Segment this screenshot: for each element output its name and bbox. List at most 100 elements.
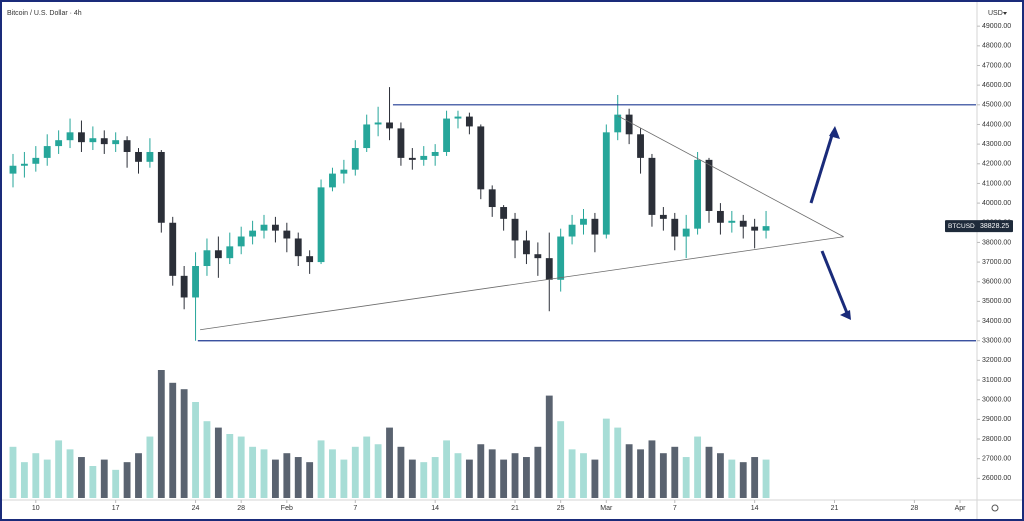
candle-body <box>66 132 74 141</box>
x-tick-label: 21 <box>511 505 519 512</box>
volume-bar <box>363 436 371 498</box>
candle-body <box>523 240 530 255</box>
candle-body <box>329 173 336 188</box>
x-tick-label: 28 <box>910 505 918 512</box>
candle-body <box>374 122 382 125</box>
candle-body <box>728 220 736 223</box>
trend-line <box>617 115 844 238</box>
candle-body <box>306 256 314 263</box>
volume-bar <box>523 457 530 498</box>
y-tick-label: 48000.00 <box>982 43 1011 50</box>
volume-bar <box>762 459 770 498</box>
volume-bar <box>488 449 496 498</box>
volume-bar <box>340 459 348 498</box>
candle-body <box>568 224 576 237</box>
volume-bar <box>705 446 713 498</box>
arrows <box>809 126 851 320</box>
candle-body <box>659 214 667 219</box>
trend-line <box>200 236 844 331</box>
x-tick-label: Apr <box>955 505 967 512</box>
volume-bar <box>694 436 702 498</box>
y-tick-label: 31000.00 <box>982 377 1011 384</box>
volume-bar <box>511 453 519 498</box>
candle-body <box>443 118 450 152</box>
volume-bar <box>226 434 234 498</box>
candle-body <box>500 207 508 219</box>
x-tick-label: 10 <box>32 505 40 512</box>
volume-bar <box>602 418 610 498</box>
volume-bar <box>557 421 565 498</box>
candle-body <box>78 132 85 143</box>
volume-bar <box>123 462 131 498</box>
candle-body <box>637 134 644 158</box>
candle-body <box>294 238 302 257</box>
volume-bar <box>214 427 222 498</box>
candle-body <box>32 157 40 164</box>
candle-body <box>671 218 679 237</box>
candle-body <box>545 258 553 280</box>
y-tick-label: 46000.00 <box>982 82 1011 89</box>
volume-bar <box>682 457 690 498</box>
volume-bar <box>203 421 211 498</box>
volume-bar <box>659 453 667 498</box>
volume-bar <box>294 457 302 498</box>
volume-bar <box>283 453 291 498</box>
volume-bar <box>648 440 656 498</box>
candle-body <box>180 275 188 298</box>
candle-body <box>625 114 633 135</box>
volume-bar <box>9 446 17 498</box>
y-tick-label: 34000.00 <box>982 318 1011 325</box>
candle-body <box>249 230 257 237</box>
x-tick-label: 14 <box>431 505 439 512</box>
volume-bar <box>625 444 633 498</box>
volume-bar <box>614 427 622 498</box>
candle-body <box>214 250 222 259</box>
arrow-head <box>840 310 851 320</box>
arrow-head <box>829 126 840 139</box>
volume-bar <box>66 449 74 498</box>
currency-label[interactable]: USD <box>988 10 1003 17</box>
candle-body <box>557 236 565 280</box>
candle-body <box>317 187 325 263</box>
volume-bar <box>157 370 165 498</box>
volume-bar <box>454 453 462 498</box>
volume-bar <box>306 462 314 498</box>
currency-dropdown-icon[interactable] <box>1003 12 1007 15</box>
volume-bar <box>591 459 599 498</box>
candle-body <box>203 250 211 267</box>
candle-body <box>716 210 724 223</box>
candle-body <box>420 155 428 160</box>
candle-body <box>89 138 97 143</box>
arrow-up <box>809 131 835 204</box>
volume-bar <box>580 453 587 498</box>
x-tick-label: 21 <box>831 505 839 512</box>
x-tick-label: 7 <box>353 505 357 512</box>
y-tick-label: 26000.00 <box>982 475 1011 482</box>
volume-bar <box>249 446 257 498</box>
chart-title: Bitcoin / U.S. Dollar · 4h <box>7 10 82 17</box>
volume-bar <box>100 459 108 498</box>
candle-body <box>386 122 393 129</box>
y-tick-label: 36000.00 <box>982 279 1011 286</box>
candle-body <box>192 266 199 298</box>
y-tick-label: 45000.00 <box>982 102 1011 109</box>
candle-body <box>123 140 131 152</box>
volume-bar <box>420 462 428 498</box>
volume-bar <box>431 457 439 498</box>
symbol-label: BTCUSD <box>948 223 975 230</box>
candle-body <box>135 151 142 162</box>
y-tick-label: 29000.00 <box>982 416 1011 423</box>
volume-bar <box>568 449 576 498</box>
volume-bar <box>329 449 336 498</box>
volume-bar <box>386 427 393 498</box>
volume-bar <box>260 449 268 498</box>
y-tick-label: 37000.00 <box>982 259 1011 266</box>
x-tick-label: 28 <box>237 505 245 512</box>
volume-bar <box>180 389 188 498</box>
volume-bar <box>716 453 724 498</box>
last-price-label: 38828.25 <box>980 223 1009 230</box>
candle-body <box>648 157 656 215</box>
volume-bar <box>408 459 416 498</box>
plot-area <box>9 87 976 498</box>
settings-icon[interactable] <box>991 504 999 512</box>
